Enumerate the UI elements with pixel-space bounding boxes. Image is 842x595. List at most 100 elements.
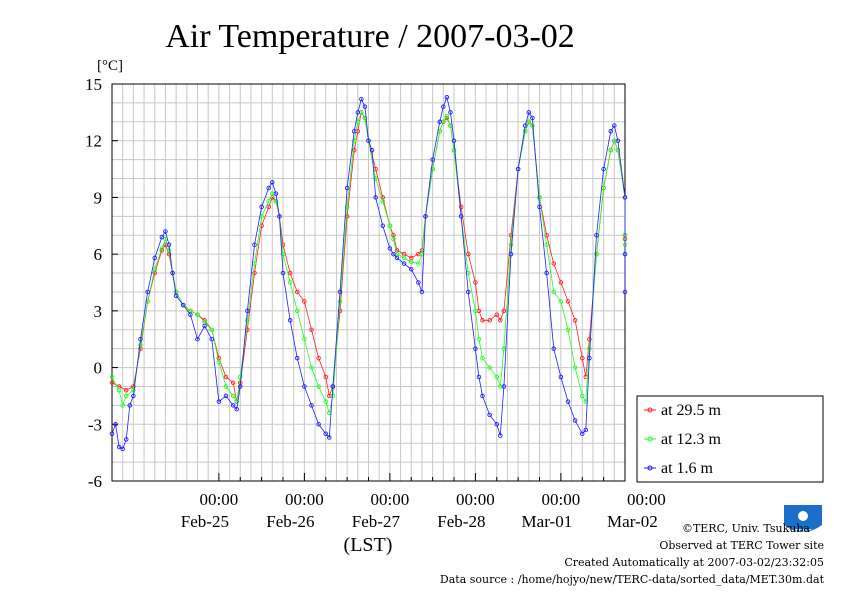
data-point (508, 251, 514, 257)
y-axis-unit: [°C] (97, 58, 123, 74)
data-point (352, 138, 357, 143)
x-tick-time: 00:00 (371, 490, 410, 509)
data-point (287, 280, 293, 285)
data-point (366, 138, 371, 143)
data-point (622, 195, 628, 200)
data-point (622, 289, 628, 295)
x-axis-label: (LST) (344, 534, 393, 556)
data-point (127, 403, 133, 408)
data-point (287, 318, 293, 323)
y-tick-label: 0 (94, 359, 103, 378)
data-point (608, 129, 614, 134)
data-point (123, 437, 129, 442)
data-point (480, 318, 485, 323)
data-point (580, 393, 585, 399)
data-point (380, 198, 386, 204)
x-tick-date: Mar-02 (607, 512, 658, 531)
data-point (152, 267, 157, 272)
data-point (237, 384, 243, 389)
data-point (473, 346, 478, 351)
data-point (273, 191, 279, 196)
y-tick-label: 15 (85, 75, 102, 94)
data-point (234, 406, 239, 412)
data-point (444, 94, 450, 100)
data-point (476, 374, 482, 380)
data-point (359, 96, 364, 102)
data-point (612, 123, 617, 128)
data-point (430, 166, 435, 172)
legend-label: at 12.3 m (661, 431, 722, 448)
data-point (355, 110, 361, 115)
data-point (537, 195, 542, 200)
data-point (188, 312, 193, 317)
data-point (551, 289, 557, 295)
data-point (330, 393, 336, 399)
data-point (537, 204, 542, 210)
y-tick-label: 9 (94, 188, 103, 207)
data-point (409, 267, 414, 272)
data-point (138, 336, 143, 342)
data-point (572, 318, 578, 323)
data-point (113, 422, 118, 427)
x-tick-date: Feb-27 (352, 512, 401, 531)
legend-marker (647, 407, 653, 413)
x-axis-ticks: 00:00 Feb-25 00:00 Feb-26 00:00 Feb-27 00:00 Fe… (181, 473, 666, 531)
data-point (466, 251, 471, 257)
data-point (259, 204, 264, 210)
logo-drop (798, 511, 808, 521)
data-point (109, 380, 115, 385)
data-point (216, 399, 222, 404)
data-point (295, 355, 300, 361)
data-point (380, 223, 386, 229)
data-point (416, 261, 421, 266)
data-point (316, 384, 321, 389)
data-point (327, 435, 332, 440)
data-point (195, 312, 200, 317)
data-point (120, 446, 125, 452)
data-point (501, 308, 507, 314)
data-point (394, 255, 400, 261)
data-point (166, 242, 172, 247)
legend-label: at 29.5 m (661, 402, 722, 419)
data-point (344, 204, 350, 210)
x-tick-time: 00:00 (542, 490, 581, 509)
data-point (587, 355, 592, 361)
y-tick-label: 3 (94, 302, 103, 321)
data-point (209, 336, 214, 342)
series-3 (109, 94, 628, 452)
data-point (277, 214, 282, 219)
data-point (145, 289, 150, 295)
data-point (409, 259, 414, 264)
data-point (230, 380, 236, 385)
data-point (216, 359, 222, 365)
data-point (523, 129, 528, 134)
y-tick-label: 12 (85, 132, 102, 151)
data-point (302, 299, 307, 304)
data-point (266, 185, 272, 191)
data-point (558, 280, 564, 285)
data-point (558, 374, 564, 380)
data-point (419, 289, 425, 295)
data-point (309, 327, 314, 333)
data-point (441, 104, 446, 109)
data-point (116, 388, 122, 393)
credit-source: Data source : /home/hojyo/new/TERC-data/… (439, 573, 824, 586)
data-point (551, 261, 557, 266)
data-point (466, 289, 471, 295)
data-point (448, 110, 453, 115)
data-point (444, 113, 450, 119)
data-point (287, 270, 293, 276)
data-point (180, 302, 186, 308)
data-point (416, 280, 421, 285)
data-point (558, 299, 564, 304)
data-point (487, 365, 492, 370)
data-point (594, 251, 599, 257)
data-point (480, 393, 485, 399)
chart-title: Air Temperature / 2007-03-02 (165, 18, 575, 55)
data-point (430, 157, 435, 162)
data-point (387, 223, 393, 229)
data-point (252, 270, 257, 276)
terc-logo: TERC (784, 505, 822, 536)
data-point (362, 115, 368, 121)
